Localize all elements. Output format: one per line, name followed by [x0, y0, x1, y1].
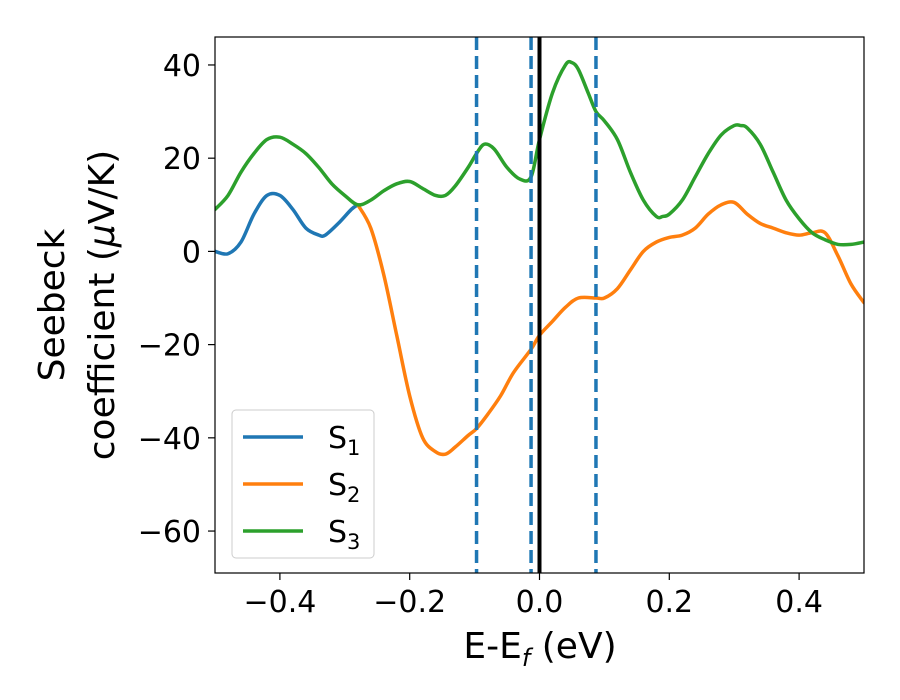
x-tick-label: 0.2 [645, 585, 693, 620]
y-tick-label: −20 [138, 329, 201, 364]
x-tick-label: 0.4 [775, 585, 823, 620]
vline-layer [474, 37, 598, 573]
legend-label-s1: S1 [328, 421, 360, 460]
legend-label-s3: S3 [328, 515, 360, 554]
series-line-s3 [215, 59, 864, 247]
legend: S1 S2 S3 [231, 409, 375, 559]
x-tick-label: 0.0 [516, 585, 564, 620]
x-tick-label: −0.4 [243, 585, 316, 620]
series-line-s1 [215, 191, 360, 256]
y-tick-label: 40 [163, 49, 201, 84]
y-axis-label-line2: coefficient (μV/K) [82, 150, 123, 460]
series-line-s2 [356, 200, 864, 457]
y-tick-label: −40 [138, 422, 201, 457]
y-tick-label: −60 [138, 515, 201, 550]
y-tick-label: 0 [182, 235, 201, 270]
x-ticks: −0.4 −0.2 0.0 0.2 0.4 [243, 573, 823, 620]
x-tick-label: −0.2 [373, 585, 446, 620]
x-axis-label: E-Ef (eV) [463, 626, 616, 672]
series-layer [215, 59, 864, 457]
y-tick-label: 20 [163, 142, 201, 177]
y-ticks: 40 20 0 −20 −40 −60 [138, 49, 215, 550]
legend-items: S1 S2 S3 [243, 421, 360, 554]
legend-label-s2: S2 [328, 468, 360, 507]
y-axis-label-line1: Seebeck [32, 228, 73, 381]
